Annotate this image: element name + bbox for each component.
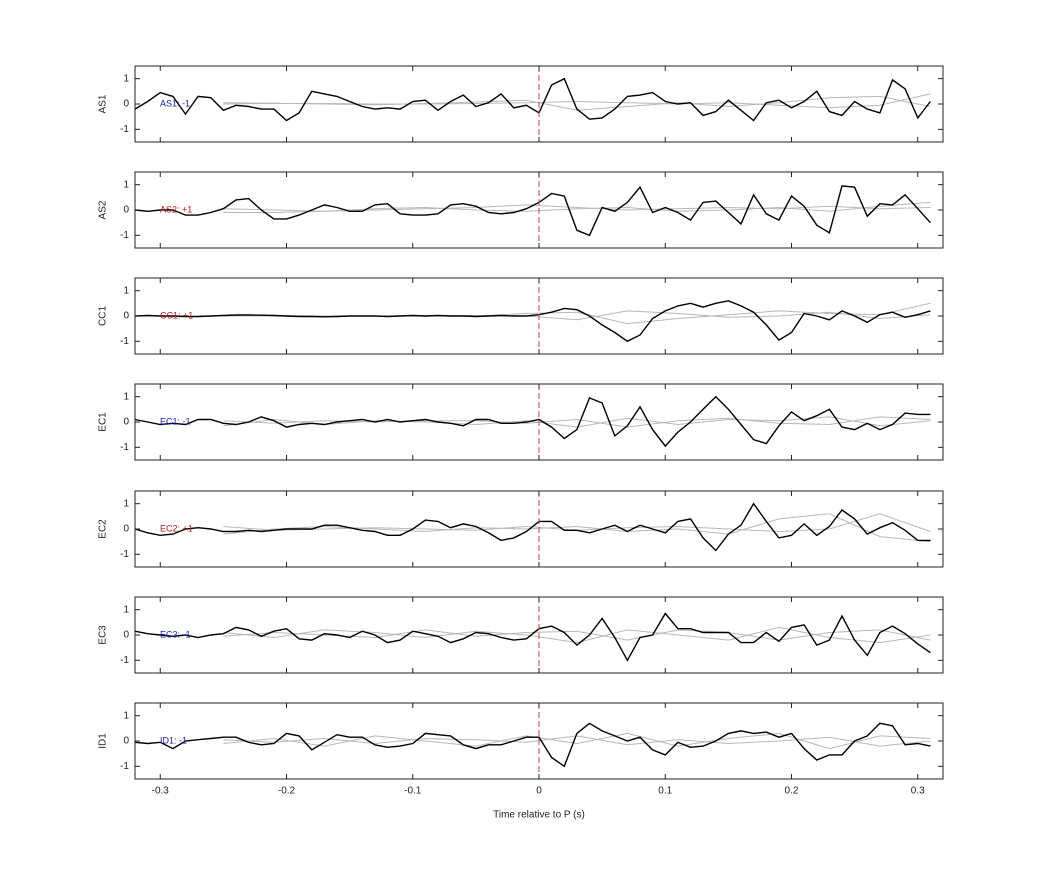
series-line xyxy=(134,185,931,237)
y-axis-label: EC2 xyxy=(98,519,109,539)
x-tick-label: 0 xyxy=(536,786,542,797)
y-tick-label: 0 xyxy=(123,417,129,428)
subplot: -1 0 1 EC2 EC2: +1 xyxy=(98,490,944,568)
y-axis-label: ID1 xyxy=(98,733,109,749)
series-line xyxy=(223,735,931,747)
y-tick-label: 0 xyxy=(123,99,129,110)
subplot: -1 0 1 EC3 EC3: -1 xyxy=(98,596,944,674)
y-tick-label: -1 xyxy=(120,230,129,241)
series-line xyxy=(223,626,931,644)
subplot: -1 0 1 -0.3 -0.2 -0.1 0 0.1 0.2 0.3 ID1 Time relati… xyxy=(98,702,944,821)
y-axis-label: EC1 xyxy=(98,412,109,432)
annotation: AS1: -1 xyxy=(160,98,190,108)
y-tick-label: 0 xyxy=(123,736,129,747)
y-tick-label: 1 xyxy=(123,179,129,190)
series-line xyxy=(134,395,931,448)
y-axis-label: EC3 xyxy=(98,625,109,645)
series-line xyxy=(223,629,931,641)
subplot: -1 0 1 CC1 CC1: +1 xyxy=(98,277,944,355)
y-tick-label: 1 xyxy=(123,285,129,296)
series-line xyxy=(134,722,931,768)
x-tick-label: -0.2 xyxy=(278,786,296,797)
x-tick-label: -0.1 xyxy=(404,786,422,797)
series-line xyxy=(223,201,931,212)
x-tick-label: -0.3 xyxy=(152,786,170,797)
series-line xyxy=(134,502,931,552)
y-axis-label: AS1 xyxy=(98,94,109,113)
x-axis-label: Time relative to P (s) xyxy=(493,810,585,821)
series-line xyxy=(223,95,931,111)
y-tick-label: -1 xyxy=(120,336,129,347)
y-tick-label: -1 xyxy=(120,549,129,560)
series-line xyxy=(223,416,931,428)
series-line xyxy=(223,732,931,750)
series-line xyxy=(134,77,931,122)
y-tick-label: -1 xyxy=(120,655,129,666)
series-line xyxy=(223,416,931,428)
subplot: -1 0 1 AS1 AS1: -1 xyxy=(98,65,944,143)
series-line xyxy=(223,93,931,109)
y-axis-label: CC1 xyxy=(98,306,109,326)
x-tick-label: 0.1 xyxy=(658,786,672,797)
y-tick-label: 1 xyxy=(123,604,129,615)
y-tick-label: 0 xyxy=(123,311,129,322)
x-tick-label: 0.3 xyxy=(911,786,925,797)
y-tick-label: 0 xyxy=(123,630,129,641)
y-axis-label: AS2 xyxy=(98,200,109,219)
series-line xyxy=(223,302,931,325)
y-tick-label: -1 xyxy=(120,442,129,453)
annotation: ID1: -1 xyxy=(160,735,187,745)
series-line xyxy=(134,612,931,662)
annotation: EC3: -1 xyxy=(160,629,191,639)
y-tick-label: 1 xyxy=(123,391,129,402)
x-tick-label: 0.2 xyxy=(785,786,799,797)
y-tick-label: 1 xyxy=(123,498,129,509)
annotation: AS2: +1 xyxy=(160,204,192,214)
y-tick-label: -1 xyxy=(120,124,129,135)
y-tick-label: 0 xyxy=(123,524,129,535)
subplot: -1 0 1 AS2 AS2: +1 xyxy=(98,171,944,249)
annotation: CC1: +1 xyxy=(160,310,193,320)
y-tick-label: 1 xyxy=(123,73,129,84)
annotation: EC1: -1 xyxy=(160,416,191,426)
y-tick-label: 0 xyxy=(123,205,129,216)
series-line xyxy=(223,513,931,543)
series-line xyxy=(223,513,931,533)
annotation: EC2: +1 xyxy=(160,523,193,533)
subplot: -1 0 1 EC1 EC1: -1 xyxy=(98,383,944,461)
series-line xyxy=(134,300,931,343)
y-tick-label: -1 xyxy=(120,761,129,772)
y-tick-label: 1 xyxy=(123,710,129,721)
